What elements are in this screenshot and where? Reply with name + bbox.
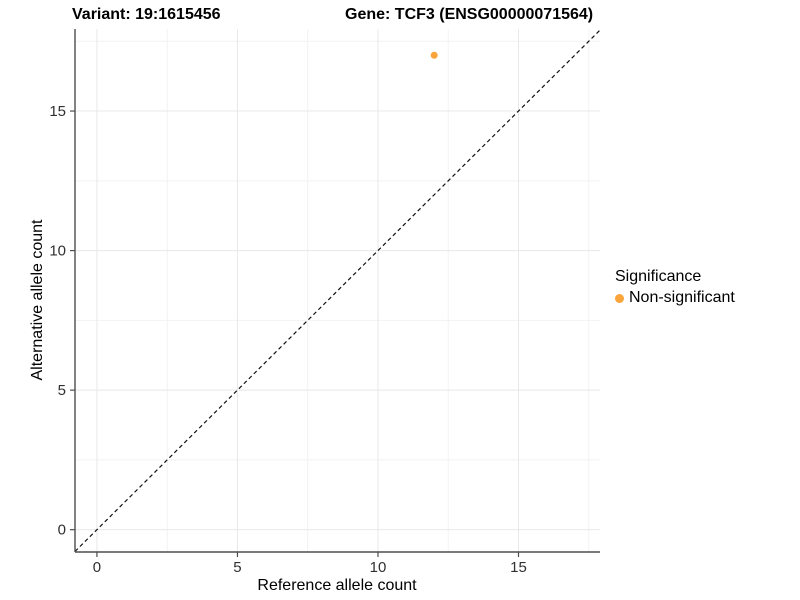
y-tick-label: 5: [58, 382, 66, 399]
x-tick-label: 5: [233, 559, 241, 576]
y-tick-label: 0: [58, 522, 66, 539]
legend-entry-label: Non-significant: [629, 289, 735, 306]
y-tick-label: 10: [49, 243, 66, 260]
x-axis-title: Reference allele count: [257, 577, 417, 594]
legend-title: Significance: [615, 268, 702, 285]
x-tick-label: 10: [370, 559, 387, 576]
data-point: [430, 51, 438, 59]
legend: Significance Non-significant: [615, 268, 735, 307]
variant-title: Variant: 19:1615456: [72, 6, 221, 23]
y-tick-label: 15: [49, 103, 66, 120]
identity-line: [74, 29, 601, 552]
x-tick-label: 15: [510, 559, 527, 576]
x-tick-label: 0: [93, 559, 101, 576]
y-axis-title: Alternative allele count: [29, 219, 46, 381]
gene-title: Gene: TCF3 (ENSG00000071564): [345, 6, 594, 23]
legend-entry: Non-significant: [615, 289, 735, 307]
non-significant-dot-icon: [615, 293, 624, 303]
